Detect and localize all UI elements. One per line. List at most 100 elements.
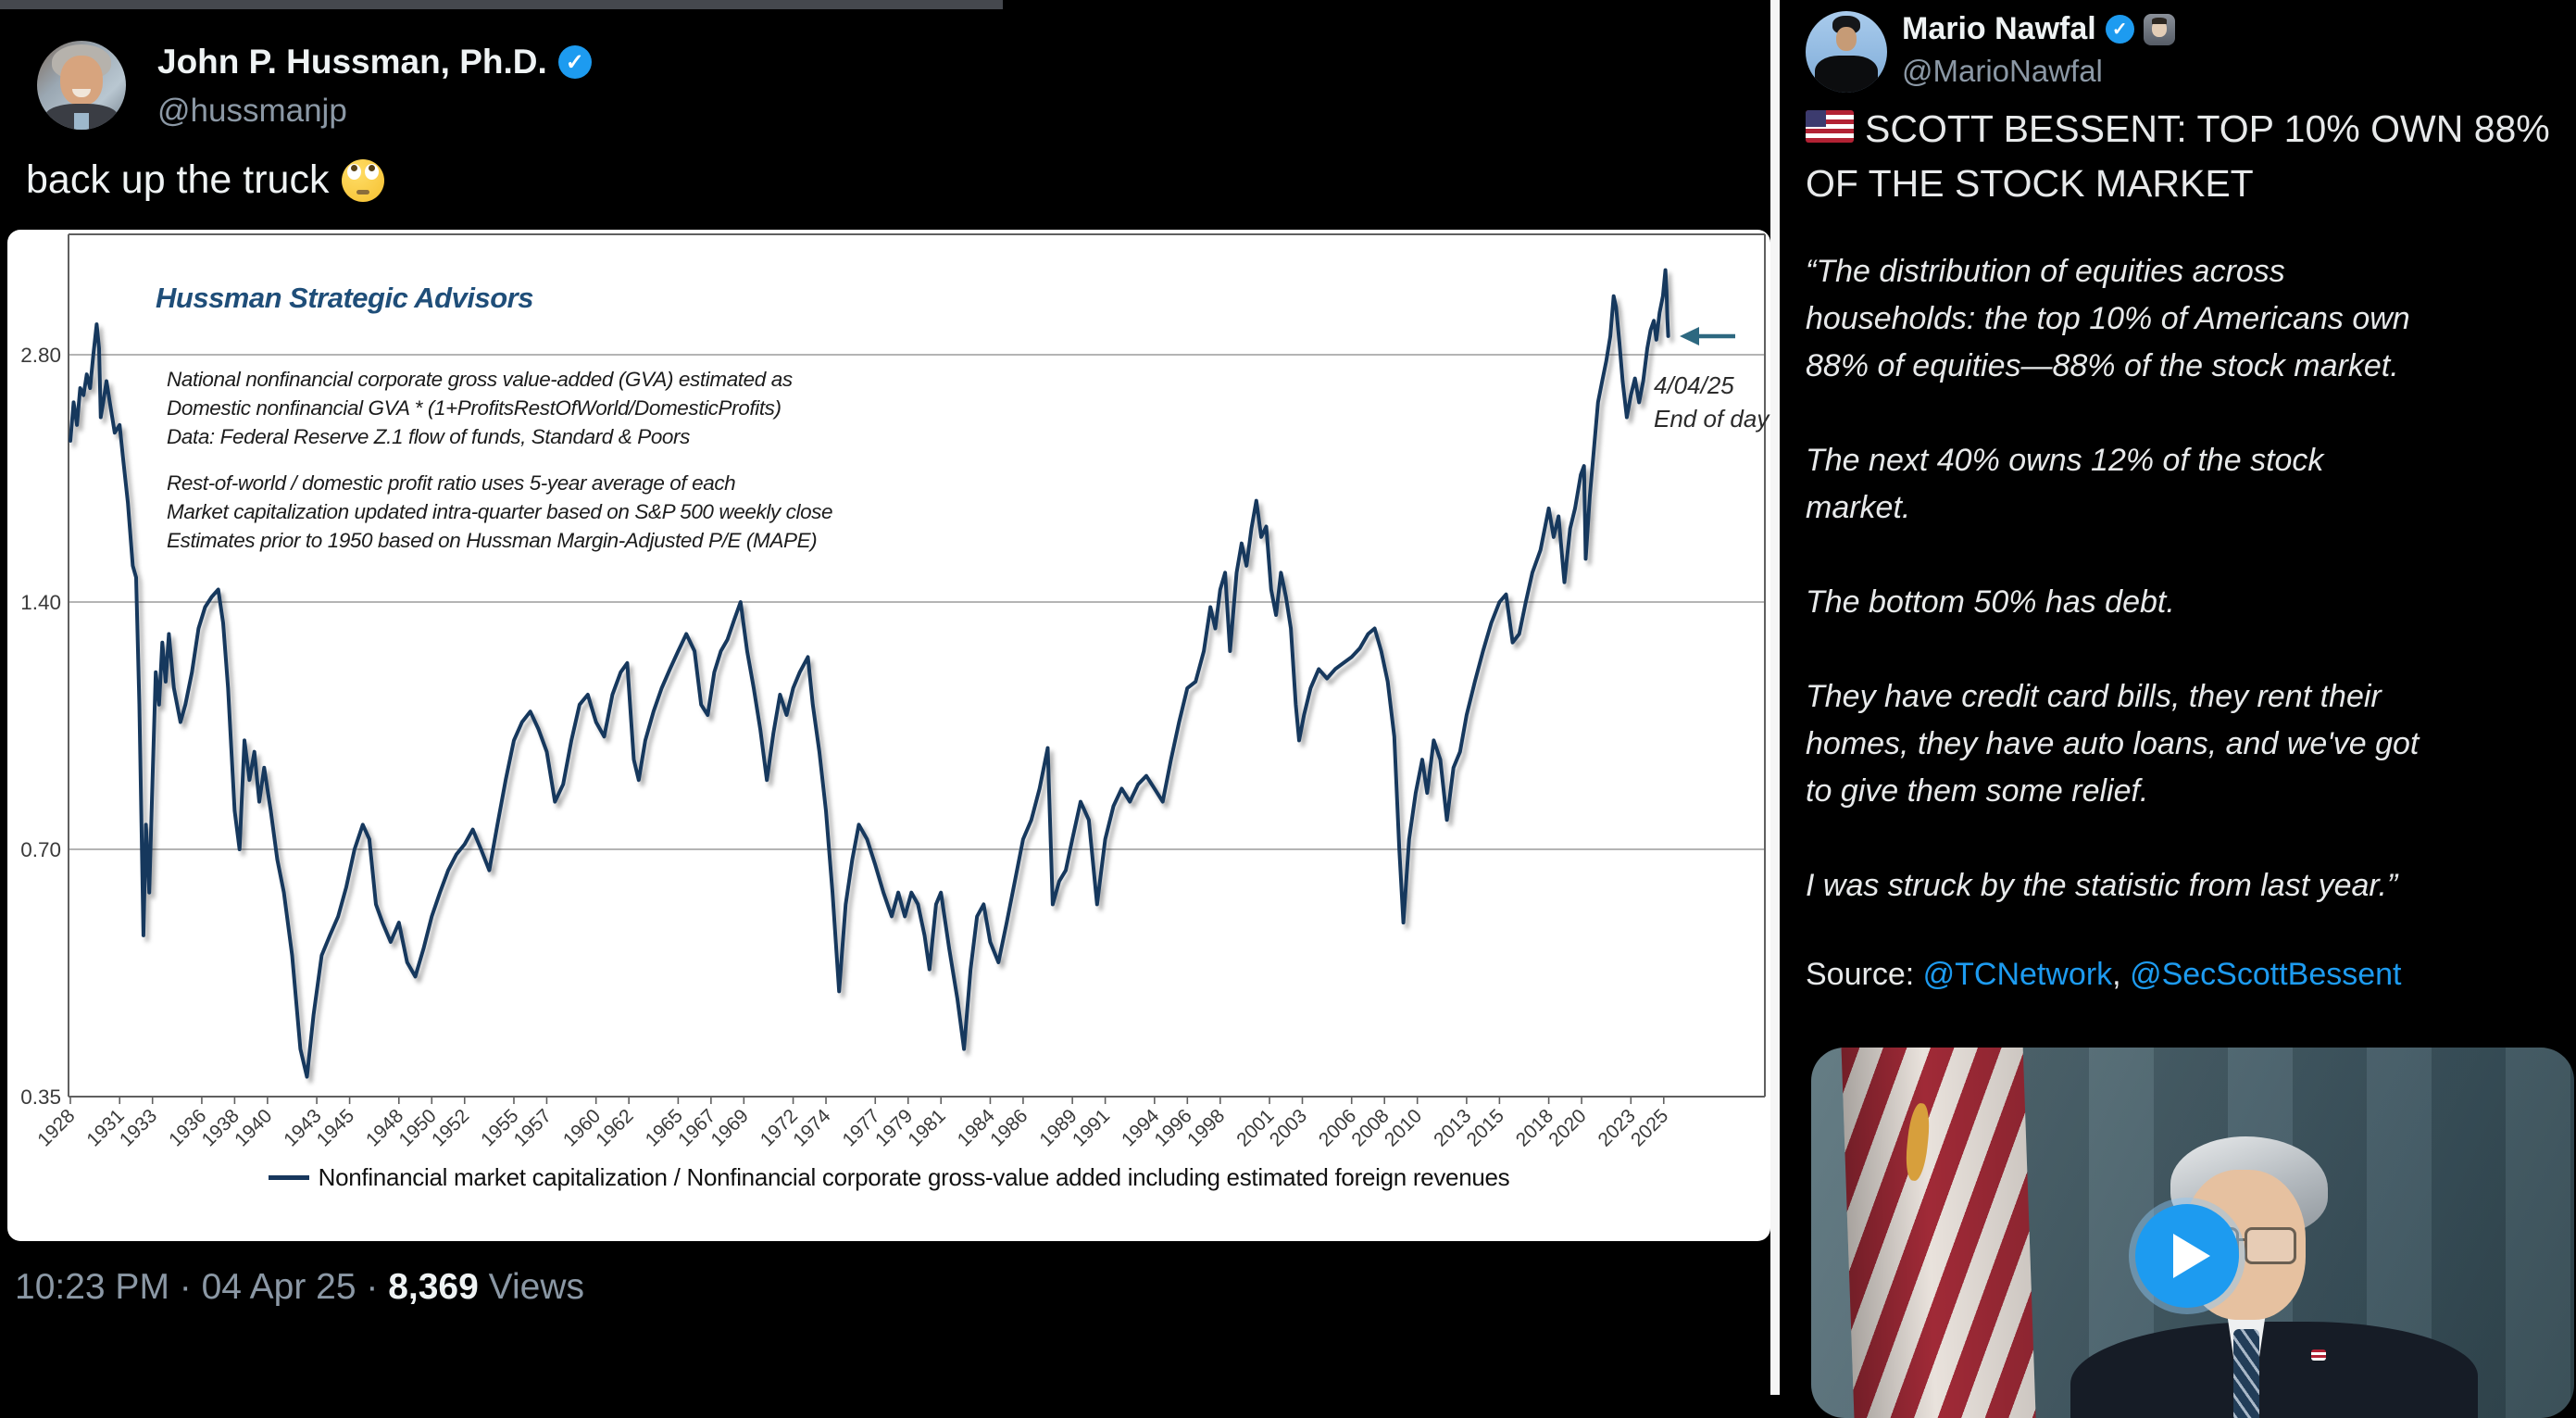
x-tick-label: 2013 — [1430, 1105, 1475, 1150]
x-tick-label: 1928 — [33, 1105, 79, 1150]
verified-badge-icon: ✓ — [2105, 15, 2134, 44]
video-thumbnail[interactable] — [1811, 1048, 2574, 1418]
x-tick-label: 1938 — [198, 1105, 244, 1150]
quote-paragraph: I was struck by the statistic from last … — [1806, 868, 2398, 903]
x-tick-label: 2006 — [1315, 1105, 1360, 1150]
avatar-face — [1836, 27, 1857, 51]
display-name-row: Mario Nawfal ✓ — [1902, 11, 2175, 47]
x-tick-label: 2010 — [1381, 1105, 1426, 1150]
end-arrow-head — [1680, 327, 1699, 345]
avatar-face — [60, 56, 103, 106]
source-link-tcnetwork[interactable]: @TCNetwork — [1922, 957, 2113, 992]
x-tick-label: 1952 — [428, 1105, 473, 1150]
x-tick-label: 1940 — [231, 1105, 276, 1150]
views-count: 8,369 — [388, 1267, 479, 1307]
source-link-secscottbessent[interactable]: @SecScottBessent — [2130, 957, 2402, 992]
legend-label: Nonfinancial market capitalization / Non… — [318, 1163, 1510, 1191]
x-tick-label: 2023 — [1594, 1105, 1640, 1150]
x-tick-label: 2025 — [1627, 1105, 1672, 1150]
x-tick-label: 1943 — [280, 1105, 325, 1150]
user-handle[interactable]: @MarioNawfal — [1902, 54, 2103, 88]
speaker-suit — [2070, 1322, 2478, 1418]
x-tick-label: 1945 — [313, 1105, 358, 1150]
chart-legend: Nonfinancial market capitalization / Non… — [7, 1163, 1770, 1192]
x-tick-label: 1979 — [871, 1105, 917, 1150]
series-line — [69, 268, 1670, 1079]
x-tick-label: 2020 — [1544, 1105, 1590, 1150]
x-tick-label: 1957 — [510, 1105, 556, 1150]
x-tick-label: 1974 — [789, 1105, 835, 1151]
x-tick-label: 1955 — [477, 1105, 522, 1150]
chart-note-details: Rest-of-world / domestic profit ratio us… — [167, 471, 833, 552]
x-tick-label: 1972 — [757, 1105, 802, 1150]
tweet-text-content: back up the truck — [26, 157, 330, 202]
x-tick-label: 1998 — [1183, 1105, 1229, 1150]
legend-line-swatch — [268, 1175, 309, 1180]
x-tick-label: 1996 — [1151, 1105, 1196, 1150]
play-button[interactable] — [2135, 1204, 2239, 1308]
x-tick-label: 2003 — [1266, 1105, 1311, 1150]
source-line: Source: @TCNetwork, @SecScottBessent — [1806, 957, 2554, 993]
avatar[interactable] — [37, 41, 126, 130]
framed-portrait-emoji-icon — [2143, 13, 2175, 45]
x-tick-label: 1969 — [707, 1105, 753, 1150]
play-icon — [2173, 1234, 2210, 1278]
post-meta: 10:23 PM · 04 Apr 25 · 8,369 Views — [15, 1267, 584, 1308]
source-label: Source: — [1806, 957, 1923, 992]
flag-lapel-pin — [2311, 1349, 2326, 1361]
x-tick-label: 1989 — [1035, 1105, 1081, 1150]
views-label: Views — [478, 1267, 584, 1307]
us-flag-emoji-icon — [1806, 110, 1854, 143]
speaker-glasses-bridge — [2233, 1238, 2245, 1241]
y-tick-label: 0.35 — [20, 1085, 61, 1109]
x-tick-label: 1962 — [592, 1105, 637, 1150]
quote-paragraph: The next 40% owns 12% of the stock marke… — [1806, 443, 2324, 525]
x-tick-label: 1950 — [395, 1105, 441, 1150]
x-tick-label: 1960 — [559, 1105, 605, 1150]
rolling-eyes-emoji-icon — [342, 158, 385, 202]
x-tick-label: 1981 — [904, 1105, 949, 1150]
x-tick-label: 1948 — [362, 1105, 407, 1150]
post-divider — [1770, 0, 1780, 1395]
avatar-smile — [72, 89, 91, 97]
display-name-row: John P. Hussman, Ph.D. ✓ — [157, 43, 592, 82]
us-flag-shading — [1841, 1048, 2037, 1418]
quote-paragraph: “The distribution of equities across hou… — [1806, 254, 2410, 383]
quote-paragraph: They have credit card bills, they rent t… — [1806, 679, 2420, 809]
quote-paragraphs: “The distribution of equities across hou… — [1806, 248, 2554, 910]
post-timestamp: 10:23 PM · 04 Apr 25 · — [15, 1267, 389, 1307]
left-post: John P. Hussman, Ph.D. ✓ @hussmanjp back… — [0, 0, 1770, 1308]
x-tick-label: 1967 — [674, 1105, 719, 1150]
tweet-headline: SCOTT BESSENT: TOP 10% OWN 88% OF THE ST… — [1806, 100, 2552, 209]
x-tick-label: 1933 — [116, 1105, 161, 1150]
user-handle[interactable]: @hussmanjp — [157, 93, 347, 129]
x-tick-label: 1994 — [1118, 1105, 1164, 1151]
x-tick-label: 1977 — [838, 1105, 883, 1150]
x-tick-label: 1936 — [165, 1105, 210, 1150]
quote-paragraph: The bottom 50% has debt. — [1806, 584, 2175, 620]
source-separator: , — [2112, 957, 2131, 992]
x-tick-label: 1984 — [954, 1105, 1000, 1151]
display-name[interactable]: Mario Nawfal — [1902, 11, 2096, 46]
avatar-suit — [1815, 56, 1878, 93]
y-tick-label: 2.80 — [20, 344, 61, 367]
display-name[interactable]: John P. Hussman, Ph.D. — [157, 43, 547, 81]
x-tick-label: 1986 — [986, 1105, 1032, 1150]
x-tick-label: 1931 — [82, 1105, 128, 1150]
verified-badge-icon: ✓ — [557, 45, 592, 79]
x-tick-label: 2008 — [1347, 1105, 1393, 1150]
chart-brand-title: Hussman Strategic Advisors — [156, 282, 533, 314]
x-tick-label: 2001 — [1232, 1105, 1278, 1150]
x-tick-label: 1991 — [1069, 1105, 1114, 1150]
avatar[interactable] — [1806, 11, 1887, 93]
speaker-glasses-right — [2245, 1227, 2296, 1264]
tweet-text: back up the truck — [26, 157, 385, 203]
speaker-tie — [2233, 1329, 2259, 1418]
chart-media-card[interactable]: 2.80 1.40 0.70 0.35 1928 1931 1933 1936 1938 1940… — [7, 230, 1770, 1241]
chart-note-methodology: National nonfinancial corporate gross va… — [167, 368, 793, 448]
avatar-shirt — [74, 113, 89, 130]
tweet-body: “The distribution of equities across hou… — [1806, 248, 2554, 993]
headline-text: SCOTT BESSENT: TOP 10% OWN 88% OF THE ST… — [1806, 107, 2550, 206]
